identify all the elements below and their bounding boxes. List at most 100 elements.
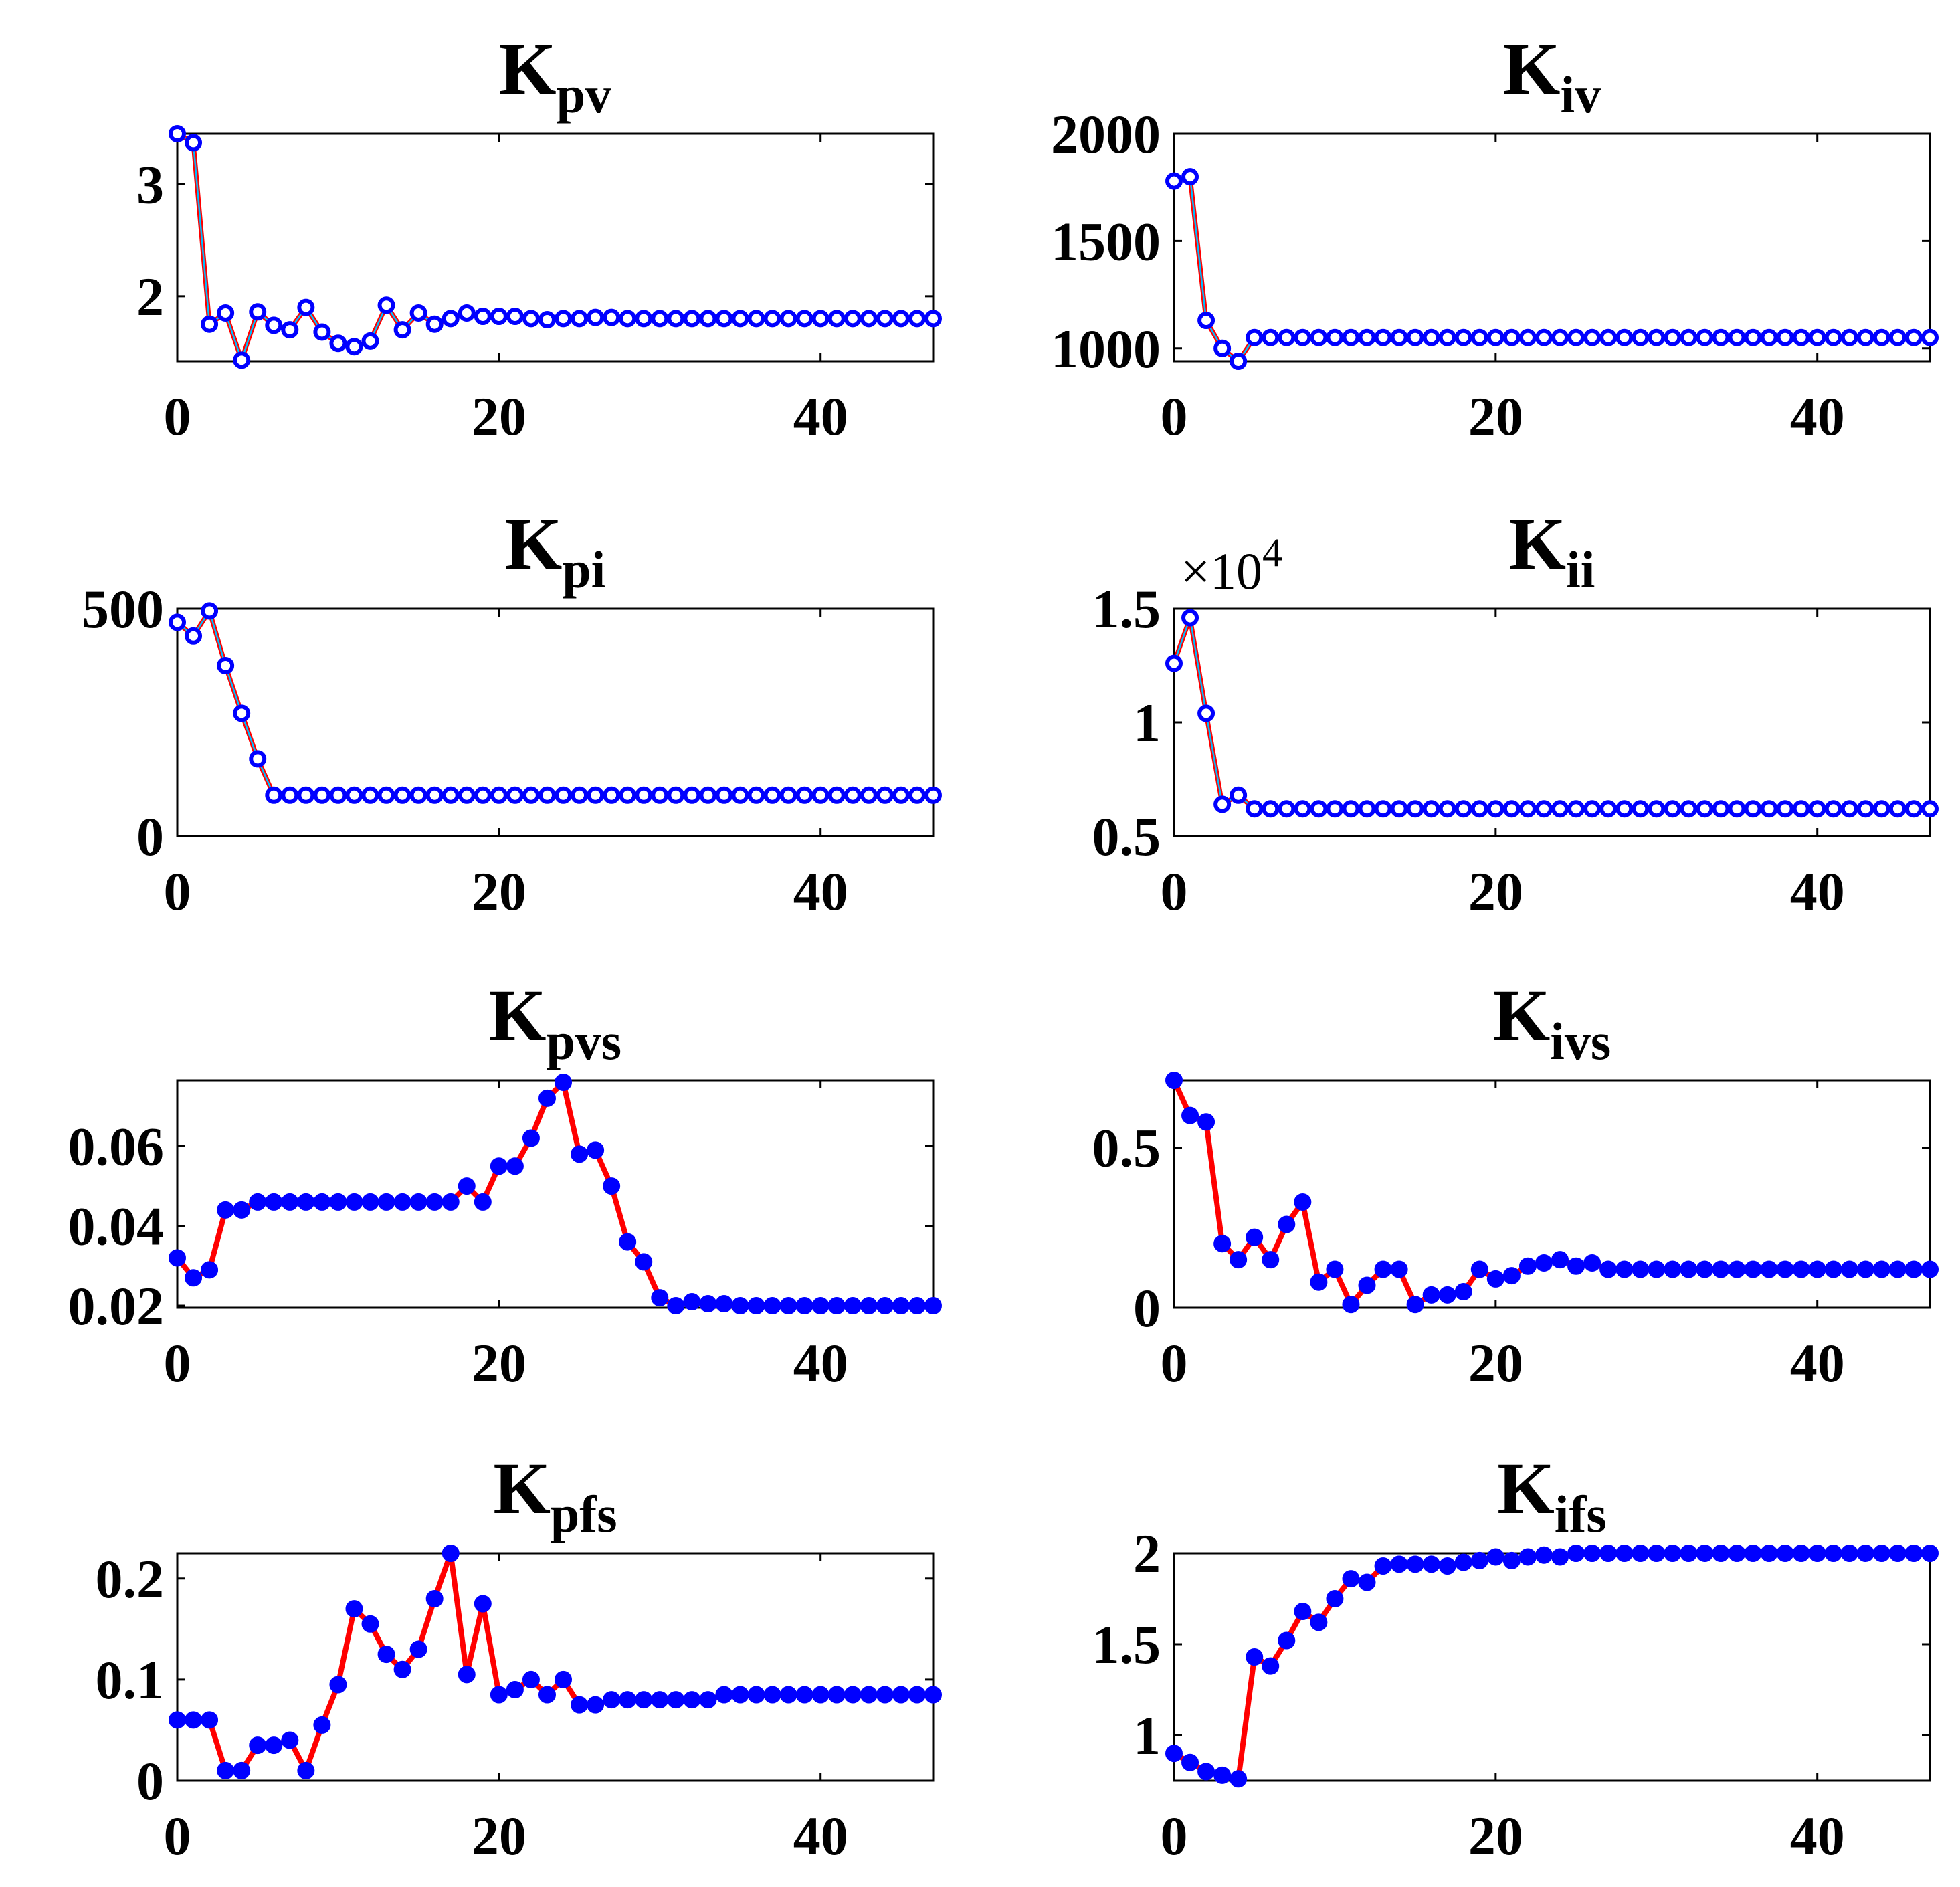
data-point — [377, 296, 395, 314]
x-tick-label: 0 — [1161, 1805, 1188, 1866]
data-point — [1246, 1648, 1264, 1666]
data-point — [1615, 1260, 1634, 1278]
data-point — [490, 786, 508, 804]
data-point — [393, 1660, 411, 1678]
x-tick-label: 40 — [1790, 386, 1845, 447]
data-point — [1374, 800, 1392, 818]
data-point — [425, 315, 444, 333]
data-point — [1230, 1770, 1248, 1788]
data-point — [1486, 1270, 1504, 1288]
data-point — [876, 1686, 894, 1704]
data-point — [1888, 1545, 1906, 1562]
data-point — [233, 1201, 251, 1219]
data-point — [1326, 800, 1344, 818]
subplot-ifs: Kifs 0 20 40 1 1.5 2 — [1092, 1448, 1939, 1866]
data-point — [1872, 800, 1890, 818]
data-point — [1904, 800, 1923, 818]
data-point — [811, 1686, 829, 1704]
data-point — [281, 1193, 299, 1211]
data-point — [603, 1177, 621, 1195]
data-point — [409, 304, 427, 322]
data-point — [892, 1686, 910, 1704]
subplot-ii: Kii 0 20 40 0.5 1 1.5 ×104 — [1092, 503, 1939, 922]
data-point — [1406, 800, 1424, 818]
data-point — [1776, 328, 1794, 346]
data-point — [892, 1297, 910, 1315]
data-point — [265, 1736, 283, 1755]
data-point — [506, 786, 524, 804]
data-point — [297, 786, 315, 804]
data-point — [1648, 1545, 1666, 1562]
series-line — [1171, 615, 1930, 811]
data-point — [1181, 168, 1199, 186]
data-point — [345, 1600, 363, 1618]
data-point — [1294, 1603, 1312, 1621]
data-point — [683, 786, 701, 804]
data-point — [747, 310, 765, 328]
y-tick-label: 1 — [1133, 1705, 1161, 1766]
series-line — [1173, 1551, 1930, 1782]
x-tick-label: 20 — [472, 1332, 526, 1393]
data-point — [1551, 328, 1569, 346]
y-tick-label: 2 — [1133, 1523, 1161, 1584]
data-point — [1518, 1548, 1537, 1566]
data-point — [844, 786, 862, 804]
data-point — [1744, 328, 1762, 346]
x-tick-label: 40 — [793, 1332, 848, 1393]
axes-box — [176, 1552, 935, 1782]
subplot-title: Kpvs — [489, 975, 621, 1070]
data-point — [1760, 1545, 1778, 1562]
data-point — [1615, 800, 1634, 818]
data-point — [1888, 1260, 1906, 1278]
data-point — [731, 786, 749, 804]
data-point — [699, 786, 717, 804]
data-point — [555, 1073, 573, 1091]
data-point — [233, 1761, 251, 1779]
title-subscript: pfs — [551, 1485, 617, 1543]
data-point — [1470, 328, 1488, 346]
data-point — [185, 627, 203, 645]
x-tick-label: 20 — [1468, 861, 1523, 922]
data-point — [1744, 1260, 1762, 1278]
data-point — [1358, 1276, 1376, 1294]
data-point — [169, 613, 186, 631]
data-point — [345, 1193, 363, 1211]
data-point — [249, 1736, 267, 1755]
data-point — [603, 1691, 621, 1709]
series-line — [175, 608, 933, 798]
y-tick-label: 0.04 — [68, 1196, 165, 1257]
data-point — [619, 786, 637, 804]
data-point — [908, 1686, 926, 1704]
x-tick-label: 20 — [1468, 1332, 1523, 1393]
data-point — [619, 1233, 637, 1251]
data-point — [1390, 328, 1408, 346]
y-tick-label: 0.1 — [96, 1650, 165, 1710]
data-point — [651, 310, 669, 328]
data-point — [795, 786, 813, 804]
data-point — [1454, 328, 1472, 346]
data-point — [1744, 1545, 1762, 1562]
data-point — [1840, 800, 1858, 818]
data-point — [1262, 1251, 1280, 1269]
data-point — [1696, 1260, 1714, 1278]
data-point — [1535, 1546, 1553, 1564]
data-point — [329, 1676, 347, 1694]
data-point — [1712, 1260, 1730, 1278]
data-point — [1888, 328, 1906, 346]
x-tick-label: 20 — [472, 861, 526, 922]
data-point — [1326, 1590, 1344, 1607]
data-point — [1904, 1260, 1923, 1278]
data-point — [1872, 328, 1890, 346]
y-multiplier: ×104 — [1181, 530, 1282, 600]
y-multiplier-base: ×10 — [1181, 542, 1262, 600]
data-point — [1165, 1745, 1183, 1763]
data-point — [699, 1691, 717, 1709]
x-tick-label: 20 — [472, 1805, 526, 1866]
data-point — [827, 1686, 846, 1704]
x-tick-label: 40 — [793, 861, 848, 922]
data-point — [345, 786, 363, 804]
data-point — [1358, 328, 1376, 346]
data-point — [169, 1711, 186, 1729]
data-point — [1165, 654, 1183, 672]
data-point — [1664, 328, 1682, 346]
